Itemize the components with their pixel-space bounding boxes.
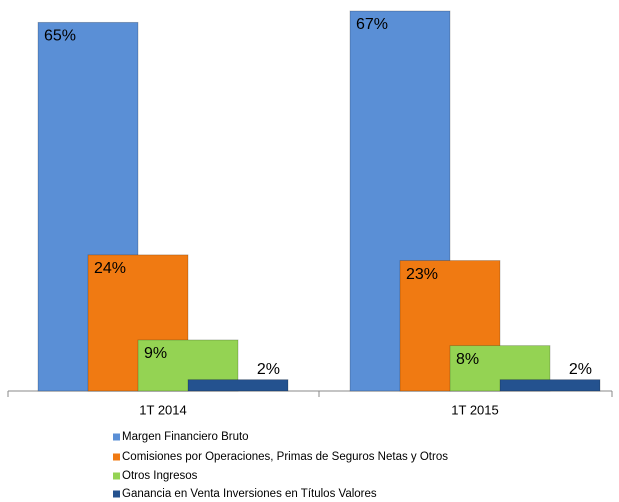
legend-swatch: [113, 453, 120, 461]
x-tick-label: 1T 2014: [139, 402, 186, 417]
legend-swatch: [113, 472, 120, 480]
legend-label: Ganancia en Venta Inversiones en Títulos…: [122, 488, 377, 500]
bar: [499, 379, 601, 392]
data-label: 67%: [356, 16, 388, 33]
legend-label: Otros Ingresos: [122, 470, 198, 482]
data-label: 8%: [456, 351, 479, 368]
bar: [187, 379, 289, 392]
data-label: 23%: [406, 266, 438, 283]
legend-swatch: [113, 490, 120, 498]
data-label: 65%: [44, 28, 76, 45]
data-label: 2%: [569, 361, 592, 378]
legend-label: Comisiones por Operaciones, Primas de Se…: [122, 451, 448, 463]
legend-label: Margen Financiero Bruto: [122, 431, 249, 443]
legend-swatch: [113, 433, 120, 441]
data-label: 24%: [94, 260, 126, 277]
x-tick-label: 1T 2015: [451, 402, 498, 417]
data-label: 2%: [257, 361, 280, 378]
data-label: 9%: [144, 345, 167, 362]
